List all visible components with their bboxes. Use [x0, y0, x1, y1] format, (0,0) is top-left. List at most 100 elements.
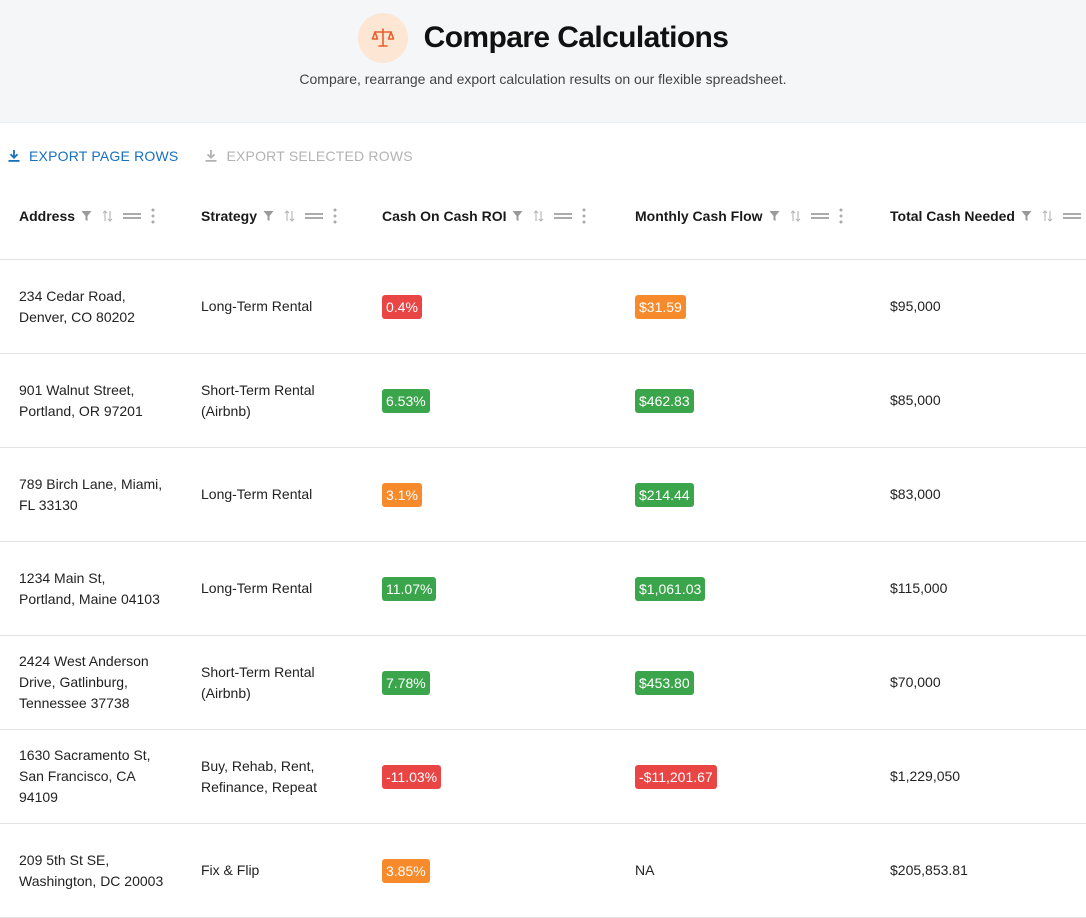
- filter-icon[interactable]: [769, 210, 780, 222]
- address-value: 1630 Sacramento St, San Francisco, CA 94…: [19, 747, 151, 805]
- strategy-cell: Long-Term Rental: [201, 448, 371, 541]
- table-row[interactable]: 901 Walnut Street, Portland, OR 97201 Sho…: [0, 354, 1086, 448]
- filter-icon[interactable]: [1021, 210, 1032, 222]
- drag-handle-icon[interactable]: [123, 212, 142, 220]
- export-toolbar: EXPORT PAGE ROWS EXPORT SELECTED ROWS: [7, 146, 439, 166]
- strategy-cell: Buy, Rehab, Rent, Refinance, Repeat: [201, 730, 371, 823]
- address-cell: 901 Walnut Street, Portland, OR 97201: [19, 354, 189, 447]
- column-header-address[interactable]: Address: [19, 172, 165, 259]
- cash-on-cash-roi-badge: -11.03%: [382, 764, 442, 789]
- strategy-cell: Long-Term Rental: [201, 542, 371, 635]
- sort-icon[interactable]: [790, 209, 801, 222]
- column-menu-icon[interactable]: [333, 208, 337, 224]
- export-selected-rows-button[interactable]: EXPORT SELECTED ROWS: [204, 148, 413, 164]
- cash-on-cash-roi-cell: -11.03%: [382, 730, 622, 823]
- total-cash-needed-value: $115,000: [890, 580, 948, 596]
- total-cash-needed-cell: $205,853.81: [890, 824, 1080, 917]
- total-cash-needed-cell: $115,000: [890, 542, 1080, 635]
- column-header-label: Total Cash Needed: [890, 207, 1015, 224]
- sort-icon[interactable]: [533, 209, 544, 222]
- total-cash-needed-cell: $83,000: [890, 448, 1080, 541]
- page-header: Compare Calculations Compare, rearrange …: [0, 0, 1086, 123]
- download-icon: [8, 150, 20, 162]
- title-row: Compare Calculations: [0, 12, 1086, 64]
- column-header-icons: [769, 208, 853, 224]
- download-icon: [205, 150, 217, 162]
- filter-icon[interactable]: [81, 210, 92, 222]
- table-row[interactable]: 234 Cedar Road, Denver, CO 80202 Long-Ter…: [0, 260, 1086, 354]
- address-value: 1234 Main St, Portland, Maine 04103: [19, 569, 160, 607]
- column-header-icons: [263, 208, 347, 224]
- strategy-value: Long-Term Rental: [201, 580, 313, 596]
- monthly-cash-flow-cell: -$11,201.67: [635, 730, 875, 823]
- strategy-cell: Short-Term Rental (Airbnb): [201, 354, 371, 447]
- monthly-cash-flow-badge: $1,061.03: [635, 576, 706, 601]
- cash-on-cash-roi-badge: 3.1%: [382, 482, 422, 507]
- column-header-cash-on-cash-roi[interactable]: Cash On Cash ROI: [382, 172, 596, 259]
- cash-on-cash-roi-cell: 3.85%: [382, 824, 622, 917]
- monthly-cash-flow-cell: $214.44: [635, 448, 875, 541]
- monthly-cash-flow-cell: NA: [635, 824, 875, 917]
- drag-handle-icon[interactable]: [810, 212, 829, 220]
- cash-on-cash-roi-badge: 6.53%: [382, 388, 430, 413]
- column-header-icons: [512, 208, 596, 224]
- cash-on-cash-roi-badge: 0.4%: [382, 294, 422, 319]
- column-header-monthly-cash-flow[interactable]: Monthly Cash Flow: [635, 172, 853, 259]
- address-value: 234 Cedar Road, Denver, CO 80202: [19, 287, 135, 325]
- filter-icon[interactable]: [263, 210, 274, 222]
- strategy-cell: Long-Term Rental: [201, 260, 371, 353]
- strategy-value: Short-Term Rental (Airbnb): [201, 663, 315, 701]
- monthly-cash-flow-badge: $462.83: [635, 388, 694, 413]
- page-subtitle: Compare, rearrange and export calculatio…: [299, 71, 787, 87]
- drag-handle-icon[interactable]: [305, 212, 324, 220]
- total-cash-needed-value: $1,229,050: [890, 768, 961, 784]
- export-page-rows-label: EXPORT PAGE ROWS: [29, 148, 179, 164]
- column-header-label: Cash On Cash ROI: [382, 207, 507, 224]
- column-header-icons: [1021, 209, 1086, 222]
- total-cash-needed-value: $85,000: [890, 392, 941, 408]
- address-value: 901 Walnut Street, Portland, OR 97201: [19, 381, 143, 419]
- cash-on-cash-roi-badge: 11.07%: [382, 576, 437, 601]
- table-row[interactable]: 1234 Main St, Portland, Maine 04103 Long-…: [0, 542, 1086, 636]
- monthly-cash-flow-badge: $214.44: [635, 482, 694, 507]
- column-header-strategy[interactable]: Strategy: [201, 172, 347, 259]
- column-menu-icon[interactable]: [582, 208, 586, 224]
- sort-icon[interactable]: [102, 209, 113, 222]
- sort-icon[interactable]: [284, 209, 295, 222]
- column-menu-icon[interactable]: [839, 208, 843, 224]
- drag-handle-icon[interactable]: [554, 212, 573, 220]
- cash-on-cash-roi-cell: 11.07%: [382, 542, 622, 635]
- total-cash-needed-value: $70,000: [890, 674, 941, 690]
- address-value: 2424 West Anderson Drive, Gatlinburg, Te…: [19, 653, 149, 711]
- cash-on-cash-roi-cell: 0.4%: [382, 260, 622, 353]
- address-cell: 789 Birch Lane, Miami, FL 33130: [19, 448, 189, 541]
- table-row[interactable]: 209 5th St SE, Washington, DC 20003 Fix &…: [0, 824, 1086, 918]
- table-row[interactable]: 2424 West Anderson Drive, Gatlinburg, Te…: [0, 636, 1086, 730]
- table-row[interactable]: 1630 Sacramento St, San Francisco, CA 94…: [0, 730, 1086, 824]
- table-row[interactable]: 789 Birch Lane, Miami, FL 33130 Long-Term…: [0, 448, 1086, 542]
- column-header-label: Strategy: [201, 207, 258, 224]
- cash-on-cash-roi-cell: 7.78%: [382, 636, 622, 729]
- export-page-rows-button[interactable]: EXPORT PAGE ROWS: [7, 148, 178, 164]
- drag-handle-icon[interactable]: [1063, 212, 1081, 220]
- address-cell: 2424 West Anderson Drive, Gatlinburg, Te…: [19, 636, 189, 729]
- export-selected-rows-label: EXPORT SELECTED ROWS: [226, 148, 413, 164]
- address-cell: 209 5th St SE, Washington, DC 20003: [19, 824, 189, 917]
- strategy-value: Long-Term Rental: [201, 298, 313, 314]
- cash-on-cash-roi-cell: 3.1%: [382, 448, 622, 541]
- total-cash-needed-cell: $85,000: [890, 354, 1080, 447]
- monthly-cash-flow-cell: $1,061.03: [635, 542, 875, 635]
- column-menu-icon[interactable]: [151, 208, 155, 224]
- filter-icon[interactable]: [512, 210, 523, 222]
- column-header-total-cash-needed[interactable]: Total Cash Needed: [890, 172, 1086, 259]
- cash-on-cash-roi-badge: 7.78%: [382, 670, 430, 695]
- sort-icon[interactable]: [1042, 209, 1053, 222]
- cash-on-cash-roi-cell: 6.53%: [382, 354, 622, 447]
- monthly-cash-flow-cell: $462.83: [635, 354, 875, 447]
- strategy-cell: Short-Term Rental (Airbnb): [201, 636, 371, 729]
- calculations-grid: Address Strategy Cash On Cash ROI: [0, 172, 1086, 918]
- grid-body: 234 Cedar Road, Denver, CO 80202 Long-Ter…: [0, 260, 1086, 918]
- total-cash-needed-value: $83,000: [890, 486, 941, 502]
- grid-header-row: Address Strategy Cash On Cash ROI: [0, 172, 1086, 260]
- monthly-cash-flow-badge: $31.59: [635, 294, 686, 319]
